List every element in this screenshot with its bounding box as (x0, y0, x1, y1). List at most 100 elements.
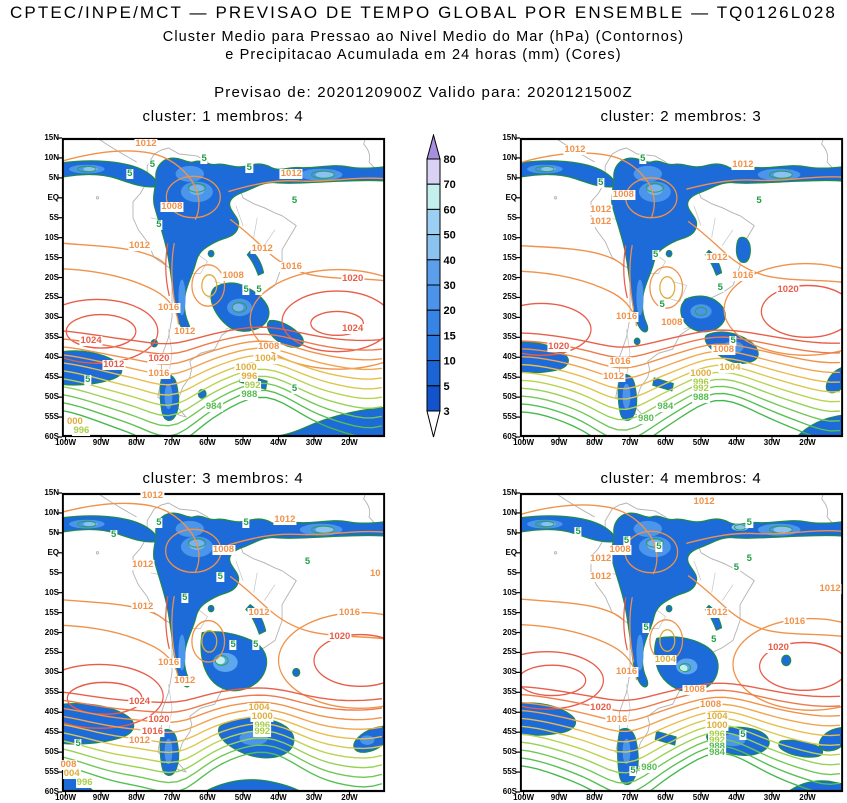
pressure-contour-label: 1024 (127, 696, 152, 708)
lat-tick-label: 40S (502, 707, 517, 717)
pressure-contour-label: 1012 (589, 215, 613, 227)
lat-tick-label: EQ (47, 547, 59, 557)
lat-tick-label: 5N (48, 172, 59, 182)
lat-tick-label: 15N (502, 488, 517, 497)
colorbar-level-label: 70 (444, 179, 456, 191)
lat-tick-label: 45S (502, 372, 517, 382)
panel-title-cluster-3: cluster: 3 membros: 4 (142, 470, 304, 487)
lat-tick-label: 30S (502, 312, 517, 322)
page-title: CPTEC/INPE/MCT — PREVISAO DE TEMPO GLOBA… (10, 3, 837, 22)
pressure-contour-label: 004 (62, 768, 81, 780)
pressure-contour-label: 1020 (547, 341, 571, 353)
colorbar-level-label: 50 (444, 230, 456, 242)
pressure-contour-label: 1016 (731, 269, 755, 281)
pressure-contour-label: 1008 (711, 344, 736, 356)
lat-tick-label: 25S (502, 647, 517, 657)
pressure-contour-label: 984 (708, 747, 726, 759)
lon-tick-label: 100W (513, 438, 535, 447)
pressure-contour-label: 1004 (718, 362, 742, 374)
pressure-contour-label: 1008 (608, 543, 632, 555)
precip-contour-label: 5 (622, 534, 631, 546)
pressure-contour-label: 992 (243, 380, 262, 392)
precip-contour-label: 5 (574, 525, 582, 537)
lon-tick-label: 90W (550, 793, 568, 802)
pressure-contour-label: 1004 (705, 711, 729, 723)
lat-tick-label: 60S (502, 787, 517, 796)
subtitle-line2: e Precipitacao Acumulada em 24 horas (mm… (225, 47, 622, 63)
lat-tick-label: 25S (44, 647, 59, 657)
pressure-contour-label: 992 (253, 726, 272, 738)
lat-tick-label: 15N (502, 133, 517, 142)
lat-tick-label: 10S (44, 232, 59, 242)
subtitle-line1: Cluster Medio para Pressao ao Nivel Medi… (162, 29, 685, 45)
pressure-contour-label: 1012 (173, 675, 197, 687)
lat-tick-label: 30S (44, 667, 59, 677)
pressure-contour-label: 1016 (608, 356, 632, 368)
precip-contour-label: 5 (642, 621, 650, 633)
lon-tick-label: 30W (305, 438, 323, 447)
lon-tick-label: 100W (55, 438, 77, 447)
pressure-contour-label: 1008 (257, 341, 281, 353)
lon-tick-label: 20W (341, 793, 358, 802)
lat-tick-label: 5S (49, 567, 59, 577)
pressure-contour-label: 1016 (615, 311, 639, 323)
pressure-contour-label: 996 (691, 377, 710, 389)
lon-tick-label: 70W (621, 438, 639, 447)
lon-tick-label: 90W (550, 438, 568, 447)
precip-contour-label: 5 (155, 516, 163, 528)
pressure-contour-label: 1012 (589, 570, 613, 582)
lon-tick-label: 100W (55, 793, 77, 802)
map-cluster-2: 15N 10N 5N EQ 5S 10S 15S 20S 25S 30S 35S 40S 45S 50S 5… (502, 134, 844, 447)
lat-tick-label: 5N (48, 527, 59, 537)
lon-tick-label: 90W (92, 793, 110, 802)
pressure-contour-label: 1012 (250, 242, 274, 254)
colorbar-level-label: 60 (444, 204, 456, 216)
precip-contour-label: 5 (155, 218, 163, 230)
precip-contour-label: 5 (252, 639, 260, 651)
pressure-contour-label: 1016 (337, 606, 362, 618)
lat-tick-label: 5S (49, 212, 59, 222)
pressure-contour-label: 988 (691, 392, 710, 404)
pressure-contour-label: 980 (640, 762, 659, 774)
axis-ticks (516, 492, 809, 797)
lat-tick-label: 5N (506, 527, 517, 537)
pressure-contour-label: 1008 (682, 684, 706, 696)
precip-contour-label: 5 (290, 194, 299, 206)
colorbar-level-label: 5 (444, 381, 450, 393)
precip-contour-label: 5 (739, 729, 747, 741)
lon-tick-label: 80W (128, 793, 145, 802)
pressure-contour-label: 1000 (705, 720, 729, 732)
lon-tick-label: 50W (692, 438, 710, 447)
pressure-contour-label: 1012 (279, 167, 303, 179)
precip-contour-label: 5 (710, 633, 718, 645)
lon-tick-label: 20W (341, 438, 358, 447)
precip-contour-label: 5 (655, 540, 663, 552)
lat-tick-label: 10N (44, 152, 59, 162)
pressure-contour-label: 008 (59, 759, 78, 771)
lat-tick-label: 30S (44, 312, 59, 322)
pressure-contour-label: 1020 (147, 714, 171, 726)
precip-contour-label: 5 (745, 552, 753, 564)
lat-tick-label: 10S (44, 587, 59, 597)
colorbar-level-label: 20 (444, 305, 456, 317)
lat-tick-label: 10N (502, 507, 517, 517)
pressure-contour-label: 1008 (698, 699, 723, 711)
lat-tick-label: 15S (44, 607, 59, 617)
pressure-contour-label: 1012 (134, 137, 158, 149)
pressure-contour-layer (520, 152, 843, 437)
precipitation-core-layer (527, 519, 801, 765)
precip-contour-label: 5 (303, 555, 312, 567)
colorbar-level-label: 10 (444, 356, 456, 368)
lat-tick-label: 55S (44, 767, 59, 777)
lon-tick-label: 60W (199, 793, 216, 802)
precip-contour-label: 5 (126, 167, 134, 179)
lat-tick-label: 10N (502, 152, 517, 162)
pressure-contour-label: 1012 (131, 558, 155, 570)
pressure-contour-label: 1012 (273, 513, 297, 525)
lat-tick-label: 55S (502, 412, 517, 422)
pressure-contour-label: 1020 (147, 353, 171, 365)
pressure-contour-label: 1004 (653, 654, 677, 666)
lon-tick-label: 60W (199, 438, 216, 447)
precip-contour-label: 5 (148, 158, 157, 170)
lat-tick-label: 35S (502, 332, 517, 342)
